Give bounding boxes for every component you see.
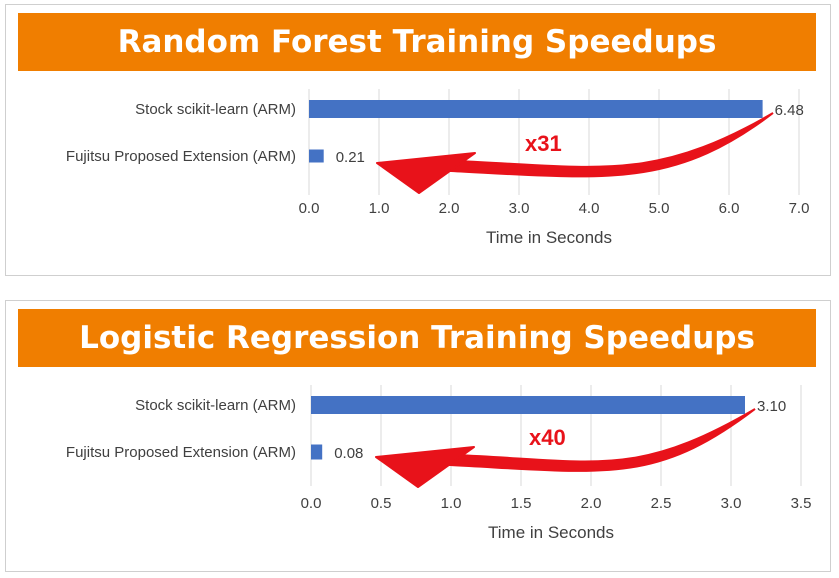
x-tick-label: 1.5 [511,495,532,512]
random-forest-chart: 0.0 1.0 2.0 3.0 4.0 5.0 6.0 7.0 Time in Seconds S… [66,89,810,247]
category-label: Stock scikit-learn (ARM) [135,101,296,118]
speedup-annotation: x40 [529,425,566,450]
chart-title: Logistic Regression Training Speedups [18,309,816,367]
x-tick-label: 3.0 [721,495,742,512]
data-label: 0.08 [334,445,363,462]
x-tick-label: 2.0 [439,200,460,217]
x-tick-label: 6.0 [719,200,740,217]
category-label: Fujitsu Proposed Extension (ARM) [66,148,296,165]
speedup-arrow-head [375,446,475,488]
x-tick-label: 0.5 [371,495,392,512]
x-tick-label: 1.0 [369,200,390,217]
speedup-arrow-body [449,112,774,178]
x-tick-label: 5.0 [649,200,670,217]
data-label: 3.10 [757,398,786,415]
x-axis-title: Time in Seconds [486,228,612,247]
speedup-annotation: x31 [525,131,562,156]
data-label: 0.21 [336,149,365,166]
bar [309,149,324,163]
logistic-regression-chart: 0.0 0.5 1.0 1.5 2.0 2.5 3.0 3.5 Time in Seconds S… [66,385,812,542]
speedup-arrow-body [448,408,756,472]
x-tick-label: 0.0 [299,200,320,217]
speedup-arrow-head [376,152,476,194]
category-label: Stock scikit-learn (ARM) [135,397,296,414]
chart-title: Random Forest Training Speedups [18,13,816,71]
bar [311,444,323,460]
x-axis-title: Time in Seconds [488,523,614,542]
category-label: Fujitsu Proposed Extension (ARM) [66,444,296,461]
logistic-regression-chart-panel: Logistic Regression Training Speedups 0.… [5,300,831,572]
x-tick-label: 7.0 [789,200,810,217]
bar [309,100,763,118]
x-tick-label: 1.0 [441,495,462,512]
bar [311,396,745,414]
data-label: 6.48 [775,102,804,119]
random-forest-chart-panel: Random Forest Training Speedups 0.0 1.0 2.… [5,4,831,276]
x-tick-label: 4.0 [579,200,600,217]
x-tick-label: 0.0 [301,495,322,512]
x-tick-label: 2.0 [581,495,602,512]
x-tick-label: 3.5 [791,495,812,512]
x-tick-label: 2.5 [651,495,672,512]
x-tick-label: 3.0 [509,200,530,217]
